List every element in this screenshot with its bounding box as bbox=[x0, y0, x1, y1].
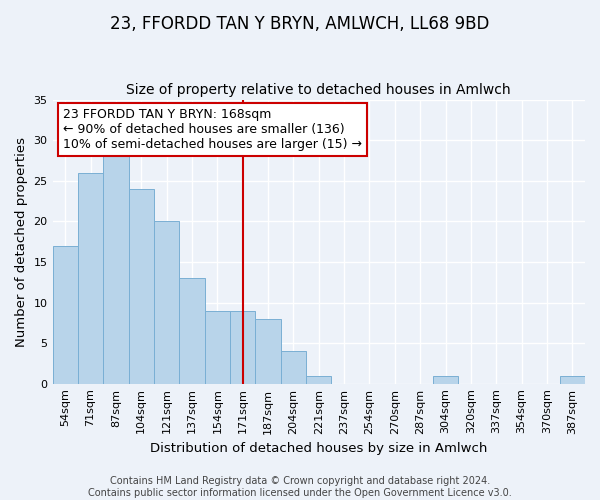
Bar bbox=[179, 278, 205, 384]
Bar bbox=[256, 318, 281, 384]
Bar bbox=[306, 376, 331, 384]
Bar bbox=[281, 351, 306, 384]
Bar bbox=[103, 156, 128, 384]
X-axis label: Distribution of detached houses by size in Amlwch: Distribution of detached houses by size … bbox=[150, 442, 487, 455]
Bar bbox=[433, 376, 458, 384]
Text: 23, FFORDD TAN Y BRYN, AMLWCH, LL68 9BD: 23, FFORDD TAN Y BRYN, AMLWCH, LL68 9BD bbox=[110, 15, 490, 33]
Bar bbox=[78, 172, 103, 384]
Bar bbox=[154, 222, 179, 384]
Title: Size of property relative to detached houses in Amlwch: Size of property relative to detached ho… bbox=[127, 83, 511, 97]
Bar bbox=[53, 246, 78, 384]
Y-axis label: Number of detached properties: Number of detached properties bbox=[15, 136, 28, 346]
Bar bbox=[128, 189, 154, 384]
Text: 23 FFORDD TAN Y BRYN: 168sqm
← 90% of detached houses are smaller (136)
10% of s: 23 FFORDD TAN Y BRYN: 168sqm ← 90% of de… bbox=[63, 108, 362, 151]
Text: Contains HM Land Registry data © Crown copyright and database right 2024.
Contai: Contains HM Land Registry data © Crown c… bbox=[88, 476, 512, 498]
Bar bbox=[205, 310, 230, 384]
Bar bbox=[560, 376, 585, 384]
Bar bbox=[230, 310, 256, 384]
